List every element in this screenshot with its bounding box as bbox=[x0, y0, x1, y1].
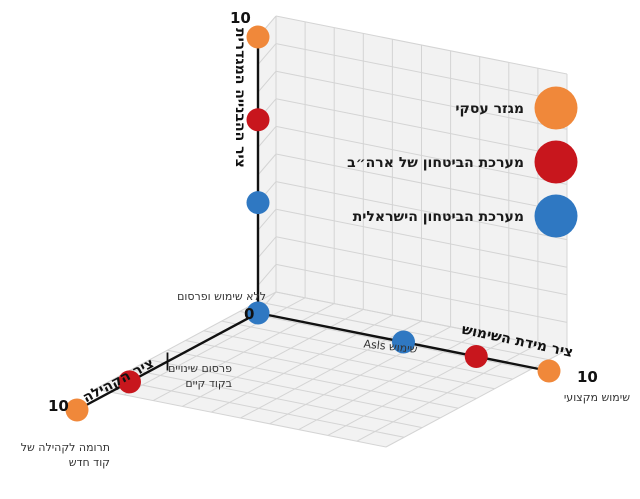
legend-label-2: מערכת הביטחון של ארה״ב bbox=[347, 155, 524, 171]
data-point-series-2 bbox=[464, 345, 488, 368]
data-point-series-2 bbox=[246, 108, 270, 132]
data-point-series-3 bbox=[246, 301, 270, 325]
origin-annotation: ללא שימוש ופרסום bbox=[177, 290, 266, 303]
grid-line bbox=[94, 388, 387, 448]
grid-line bbox=[275, 43, 568, 103]
grid-line bbox=[113, 378, 405, 438]
grid-line bbox=[356, 343, 539, 442]
grid-line bbox=[257, 264, 277, 286]
grid-line bbox=[257, 208, 277, 231]
z-axis-label: ציר ההבנייה המגדרית bbox=[232, 28, 248, 168]
grid-line bbox=[269, 326, 451, 425]
grid-line bbox=[257, 236, 277, 259]
grid-line bbox=[275, 70, 568, 130]
y-end-annotation: קוד חדש bbox=[69, 456, 110, 469]
grid-line bbox=[257, 153, 277, 176]
grid-line bbox=[257, 43, 277, 65]
legend-marker-2 bbox=[534, 140, 578, 184]
legend-layer: מגזר עסקי מערכת הביטחון של ארה״ב מערכת הבי… bbox=[347, 86, 578, 238]
point-layer bbox=[65, 25, 561, 422]
grid-line bbox=[149, 359, 441, 419]
grid-line bbox=[298, 332, 480, 431]
grid-line bbox=[275, 15, 568, 75]
legend-label-1: מגזר עסקי bbox=[455, 101, 524, 117]
grid-line bbox=[131, 369, 423, 429]
data-point-series-1 bbox=[65, 398, 89, 422]
data-point-series-3 bbox=[392, 330, 415, 354]
y-mid-annotation: פרסום שינויים bbox=[168, 362, 232, 375]
legend-label-3: מערכת הביטחון הישראלית bbox=[353, 209, 524, 225]
grid-layer bbox=[94, 15, 568, 448]
data-point-series-3 bbox=[246, 191, 270, 215]
grid-line bbox=[257, 70, 277, 93]
grid-line bbox=[275, 98, 568, 158]
y-max-tick-label: 10 bbox=[48, 397, 69, 415]
x-mid-annotation: שימוש Asls bbox=[363, 337, 418, 356]
grid-line bbox=[257, 126, 277, 148]
data-point-series-1 bbox=[537, 359, 561, 383]
data-point-series-2 bbox=[117, 370, 141, 394]
y-end-annotation: תרומה לקהילה של bbox=[21, 441, 110, 454]
legend-marker-3 bbox=[534, 194, 578, 238]
grid-line bbox=[275, 125, 568, 185]
grid-line bbox=[275, 153, 568, 213]
grid-line bbox=[185, 340, 477, 399]
x-end-annotation: שימוש מקצועי bbox=[564, 391, 630, 404]
grid-line bbox=[385, 349, 568, 448]
z-max-tick-label: 10 bbox=[230, 9, 251, 27]
x-max-tick-label: 10 bbox=[577, 368, 598, 386]
legend-marker-1 bbox=[534, 86, 578, 130]
grid-line bbox=[167, 349, 459, 409]
y-mid-annotation: בקוד קיים bbox=[185, 377, 232, 390]
origin-tick-label: 0 bbox=[244, 305, 254, 323]
data-point-series-1 bbox=[246, 25, 270, 49]
